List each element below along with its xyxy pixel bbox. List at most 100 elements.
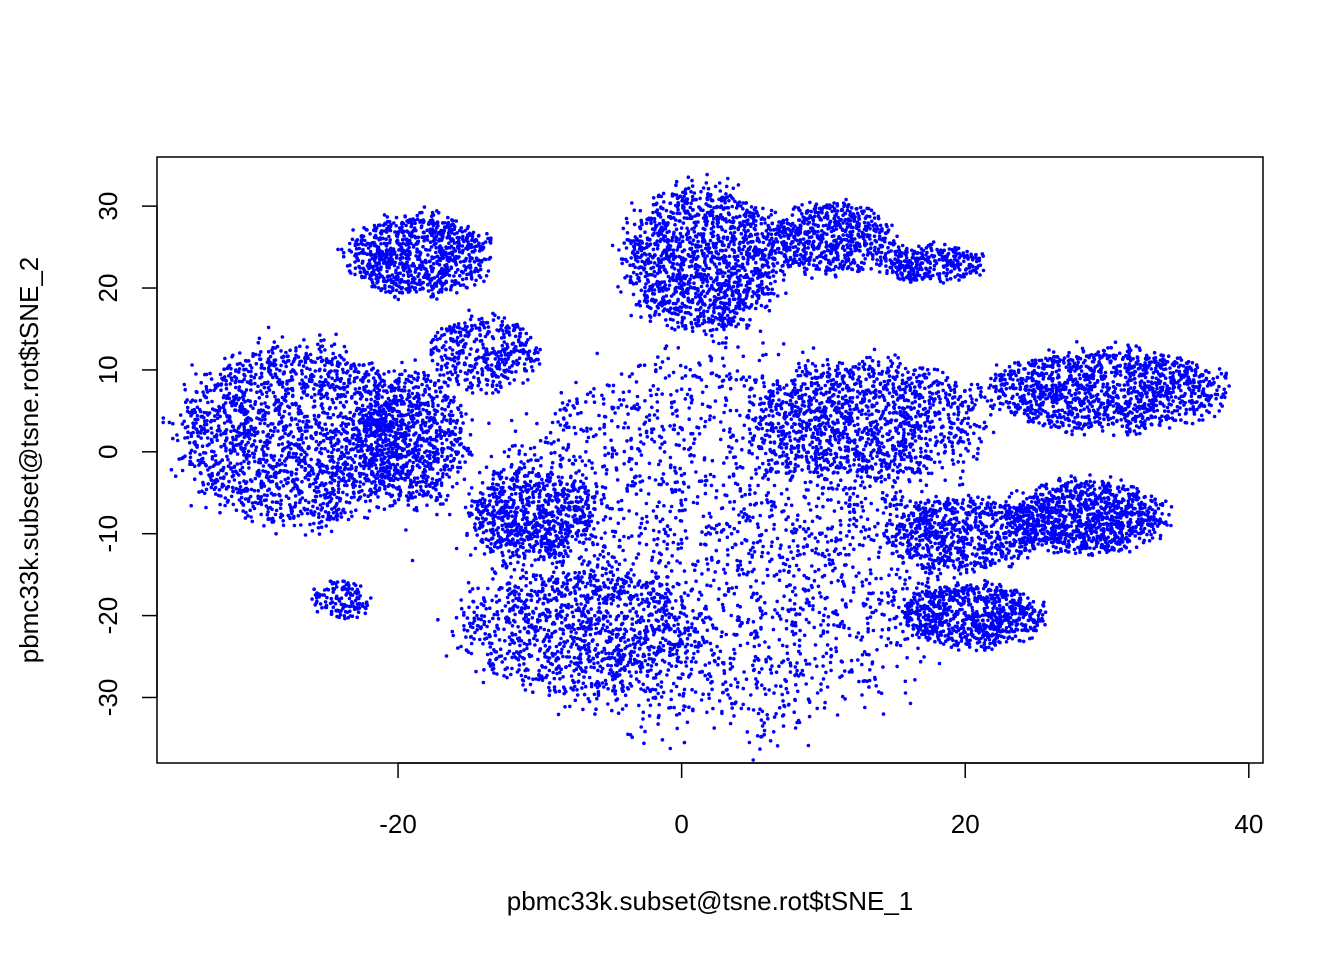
scatter-point: [841, 416, 846, 420]
scatter-point: [907, 451, 912, 456]
scatter-point: [523, 606, 527, 611]
scatter-point: [851, 565, 855, 569]
scatter-point: [490, 492, 495, 497]
scatter-point: [629, 446, 634, 451]
scatter-point: [740, 494, 744, 499]
scatter-point: [588, 573, 593, 578]
scatter-point: [565, 482, 569, 487]
scatter-point: [661, 690, 666, 695]
scatter-point: [905, 655, 909, 660]
scatter-point: [627, 670, 632, 674]
scatter-point: [591, 541, 595, 545]
scatter-point: [798, 524, 802, 529]
scatter-point: [512, 641, 517, 645]
scatter-point: [832, 623, 836, 627]
scatter-point: [938, 417, 942, 422]
scatter-point: [497, 638, 502, 642]
scatter-point: [676, 542, 681, 546]
scatter-point: [546, 659, 550, 663]
scatter-point: [860, 584, 865, 588]
scatter-point: [552, 622, 557, 626]
scatter-point: [754, 472, 758, 476]
scatter-point: [982, 426, 986, 431]
scatter-point: [493, 629, 497, 634]
scatter-point: [677, 488, 682, 492]
scatter-point: [725, 493, 729, 498]
scatter-point: [768, 440, 773, 445]
scatter-point: [774, 407, 778, 412]
scatter-point: [924, 466, 929, 471]
scatter-point: [603, 678, 608, 683]
scatter-point: [534, 528, 538, 532]
scatter-point: [634, 461, 639, 466]
scatter-point: [774, 470, 778, 475]
scatter-point: [603, 445, 607, 450]
scatter-point: [738, 413, 742, 418]
scatter-point: [577, 540, 582, 544]
scatter-point: [691, 500, 696, 505]
scatter-point: [550, 465, 554, 470]
scatter-point: [475, 623, 480, 628]
scatter-point: [776, 421, 781, 426]
scatter-point: [728, 500, 732, 504]
scatter-point: [563, 603, 567, 608]
scatter-point: [662, 596, 666, 600]
scatter-point: [596, 578, 600, 583]
scatter-point: [788, 670, 793, 674]
scatter-point: [503, 505, 507, 510]
scatter-point: [613, 411, 617, 415]
scatter-point: [670, 490, 675, 495]
scatter-point: [639, 531, 643, 536]
scatter-point: [734, 461, 738, 466]
scatter-point: [577, 556, 582, 561]
scatter-point: [760, 709, 765, 714]
scatter-point: [566, 445, 570, 450]
scatter-point: [526, 617, 531, 622]
scatter-point: [834, 646, 838, 650]
scatter-point: [870, 610, 874, 615]
scatter-point: [494, 594, 499, 598]
scatter-point: [676, 431, 680, 436]
scatter-point: [527, 543, 532, 547]
scatter-point: [549, 451, 553, 456]
scatter-point: [622, 653, 627, 657]
scatter-point: [771, 730, 776, 734]
scatter-point: [508, 607, 512, 611]
scatter-point: [791, 556, 795, 561]
scatter-point: [655, 542, 659, 547]
scatter-point: [615, 578, 620, 583]
scatter-point: [606, 687, 610, 691]
scatter-point: [550, 541, 554, 546]
scatter-point: [641, 618, 646, 623]
scatter-point: [862, 536, 867, 540]
scatter-point: [668, 455, 673, 460]
scatter-point: [566, 606, 571, 610]
scatter-point: [785, 584, 789, 589]
scatter-point: [763, 611, 768, 616]
scatter-point: [560, 603, 564, 607]
scatter-point: [517, 636, 522, 640]
scatter-point: [719, 506, 724, 511]
scatter-point: [839, 523, 843, 527]
scatter-point: [553, 450, 557, 455]
scatter-point: [710, 679, 714, 684]
scatter-point: [720, 630, 724, 634]
scatter-point: [824, 390, 829, 395]
scatter-point: [673, 469, 677, 473]
scatter-point: [570, 610, 575, 615]
scatter-point: [747, 375, 752, 379]
scatter-point: [931, 425, 936, 430]
scatter-point: [699, 542, 703, 546]
scatter-point: [916, 646, 920, 651]
scatter-point: [702, 456, 707, 460]
scatter-point: [462, 613, 466, 617]
scatter-point: [531, 531, 535, 535]
scatter-point: [732, 591, 737, 596]
scatter-point: [764, 659, 768, 664]
scatter-point: [823, 700, 827, 705]
scatter-point: [500, 518, 504, 522]
scatter-point: [555, 598, 559, 603]
scatter-point: [809, 455, 814, 459]
scatter-point: [454, 615, 459, 620]
scatter-point: [960, 428, 964, 432]
